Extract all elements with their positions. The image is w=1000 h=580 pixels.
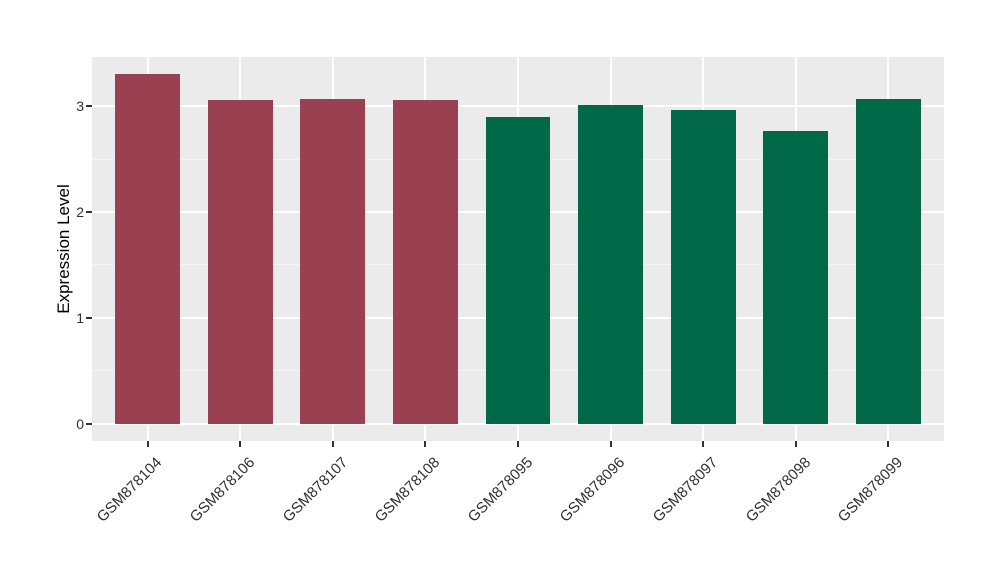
x-axis-tick-mark <box>887 441 890 447</box>
x-axis-tick-mark <box>517 441 519 447</box>
x-tick-label: GSM878097 <box>649 454 722 526</box>
x-tick-label: GSM878096 <box>557 454 629 526</box>
bar <box>670 110 736 424</box>
y-axis-tick-mark <box>86 422 92 425</box>
y-tick-label: 3 <box>76 98 84 115</box>
bar <box>763 130 829 424</box>
x-axis-tick-mark <box>794 441 797 447</box>
x-tick-label: GSM878099 <box>834 454 907 526</box>
bar <box>115 74 180 424</box>
x-tick-label: GSM878104 <box>94 454 166 526</box>
x-axis-tick-mark <box>331 441 334 447</box>
bar <box>300 98 366 424</box>
y-tick-label: 1 <box>76 309 84 326</box>
y-axis-tick-mark <box>86 210 92 213</box>
y-tick-label: 2 <box>76 203 84 220</box>
plot-panel <box>92 57 944 441</box>
bar <box>485 116 551 424</box>
bar <box>207 99 273 424</box>
bar <box>856 98 921 424</box>
bar <box>578 105 643 424</box>
x-tick-label: GSM878108 <box>371 454 444 526</box>
x-tick-label: GSM878098 <box>742 454 814 526</box>
x-axis-tick-mark <box>146 441 149 447</box>
x-tick-label: GSM878107 <box>279 454 351 526</box>
y-axis-tick-mark <box>86 316 92 319</box>
x-tick-label: GSM878106 <box>186 454 259 526</box>
x-tick-label: GSM878095 <box>464 454 537 526</box>
x-axis-tick-mark <box>424 441 427 447</box>
bar <box>392 99 458 424</box>
x-axis-tick-mark <box>239 441 242 447</box>
x-axis-tick-mark <box>609 441 612 447</box>
y-axis-tick-mark <box>86 105 92 108</box>
x-axis-tick-mark <box>702 441 705 447</box>
y-tick-label: 0 <box>76 415 84 432</box>
